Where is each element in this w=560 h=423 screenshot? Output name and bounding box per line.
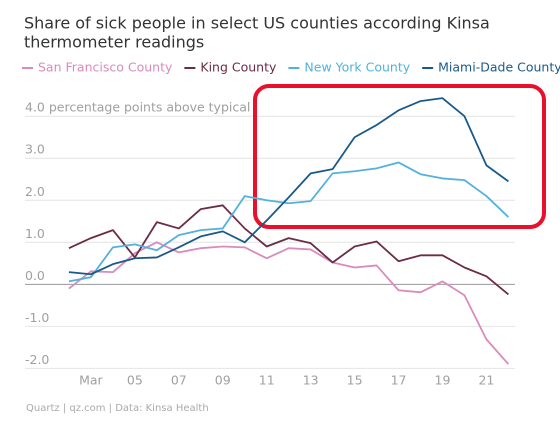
- y-tick-label: -1.0: [25, 310, 49, 325]
- x-tick-label: 19: [435, 373, 451, 388]
- x-tick-label: 21: [478, 373, 494, 388]
- x-tick-label: 15: [347, 373, 363, 388]
- legend-label: King County: [200, 60, 277, 75]
- x-tick-label: 05: [127, 373, 143, 388]
- x-tick-label: 09: [215, 373, 231, 388]
- y-tick-label: 4.0 percentage points above typical: [25, 100, 250, 115]
- y-tick-label: -2.0: [25, 352, 49, 367]
- series-line: [68, 241, 510, 365]
- legend-label: San Francisco County: [38, 60, 173, 75]
- x-tick-label: Mar: [79, 373, 103, 388]
- series-line: [68, 161, 510, 283]
- x-tick-label: 11: [259, 373, 275, 388]
- chart-title: thermometer readings: [24, 33, 204, 52]
- x-tick-label: 07: [171, 373, 187, 388]
- x-tick-label: 17: [391, 373, 407, 388]
- source: Quartz | qz.com | Data: Kinsa Health: [26, 403, 209, 414]
- y-tick-label: 3.0: [25, 142, 45, 157]
- x-tick-label: 13: [303, 373, 319, 388]
- highlight-box: [253, 84, 546, 229]
- legend-label: Miami-Dade County: [438, 60, 560, 75]
- series-line: [68, 97, 509, 276]
- y-tick-label: 1.0: [25, 226, 45, 241]
- chart-title: Share of sick people in select US counti…: [24, 14, 490, 33]
- y-tick-label: 0.0: [25, 268, 45, 283]
- y-tick-label: 2.0: [25, 184, 45, 199]
- legend-label: New York County: [304, 60, 410, 75]
